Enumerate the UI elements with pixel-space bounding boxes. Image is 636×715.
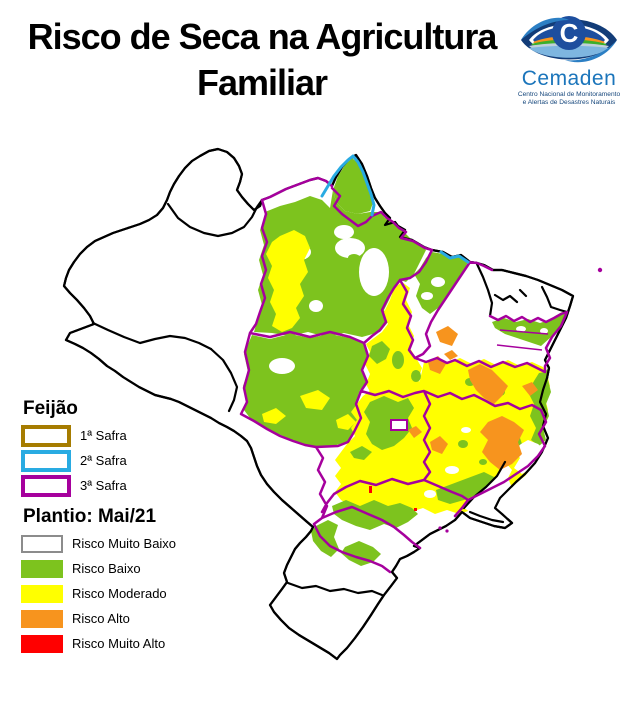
risk-label: Risco Muito Alto bbox=[72, 636, 166, 651]
logo-subtitle-line1: Centro Nacional de Monitoramento bbox=[517, 91, 621, 98]
risk-very-high-specks bbox=[369, 486, 417, 511]
legend-risk-row: Risco Baixo bbox=[21, 556, 211, 581]
logo-subtitle-line2: e Alertas de Desastres Naturais bbox=[522, 99, 616, 106]
legend-safra-row: 3ª Safra bbox=[21, 473, 211, 498]
safra-swatch bbox=[21, 449, 71, 472]
safra-label: 3ª Safra bbox=[80, 478, 127, 493]
risk-very-low-patches-east bbox=[424, 326, 548, 522]
risk-label: Risco Baixo bbox=[72, 561, 141, 576]
state-borders-black bbox=[91, 198, 569, 597]
page-title-line2: Familiar bbox=[196, 62, 328, 103]
safra-label: 1ª Safra bbox=[80, 428, 127, 443]
legend-risk-row: Risco Muito Baixo bbox=[21, 531, 211, 556]
legend: Feijão 1ª Safra 2ª Safra 3ª Safra Planti… bbox=[21, 398, 211, 656]
risk-label: Risco Muito Baixo bbox=[72, 536, 177, 551]
safra-list: 1ª Safra 2ª Safra 3ª Safra bbox=[21, 423, 211, 498]
safra-swatch bbox=[21, 474, 71, 497]
legend-risk-row: Risco Moderado bbox=[21, 581, 211, 606]
page-title: Risco de Seca na Agricultura Familiar bbox=[0, 14, 524, 106]
safra-swatch bbox=[21, 424, 71, 447]
legend-risk-row: Risco Alto bbox=[21, 606, 211, 631]
risk-swatch bbox=[21, 584, 63, 603]
cemaden-logo: C Cemaden Centro Nacional de Monitoramen… bbox=[504, 6, 634, 107]
logo-name: Cemaden bbox=[521, 67, 617, 90]
risk-swatch bbox=[21, 534, 63, 553]
risk-swatch bbox=[21, 559, 63, 578]
safra2-boundaries bbox=[320, 154, 470, 264]
legend-planting-heading: Plantio: Mai/21 bbox=[23, 506, 157, 527]
risk-swatch bbox=[21, 609, 63, 628]
legend-safra-row: 1ª Safra bbox=[21, 423, 211, 448]
risk-swatch bbox=[21, 634, 63, 653]
distrito-federal-marker bbox=[390, 419, 408, 431]
legend-risk-row: Risco Muito Alto bbox=[21, 631, 211, 656]
safra-label: 2ª Safra bbox=[80, 453, 127, 468]
risk-list: Risco Muito Baixo Risco Baixo Risco Mode… bbox=[21, 531, 211, 656]
page-title-line1: Risco de Seca na Agricultura bbox=[27, 16, 498, 57]
cemaden-eye-icon: C bbox=[521, 16, 617, 63]
risk-label: Risco Alto bbox=[72, 611, 130, 626]
noronha-dot bbox=[597, 267, 603, 273]
legend-safra-row: 2ª Safra bbox=[21, 448, 211, 473]
coastline bbox=[62, 147, 575, 661]
logo-subtitle: Centro Nacional de Monitoramento e Alert… bbox=[504, 91, 634, 107]
legend-crop-heading: Feijão bbox=[23, 398, 78, 419]
safra3-boundaries bbox=[239, 176, 603, 574]
svg-text:C: C bbox=[560, 18, 579, 48]
risk-label: Risco Moderado bbox=[72, 586, 167, 601]
